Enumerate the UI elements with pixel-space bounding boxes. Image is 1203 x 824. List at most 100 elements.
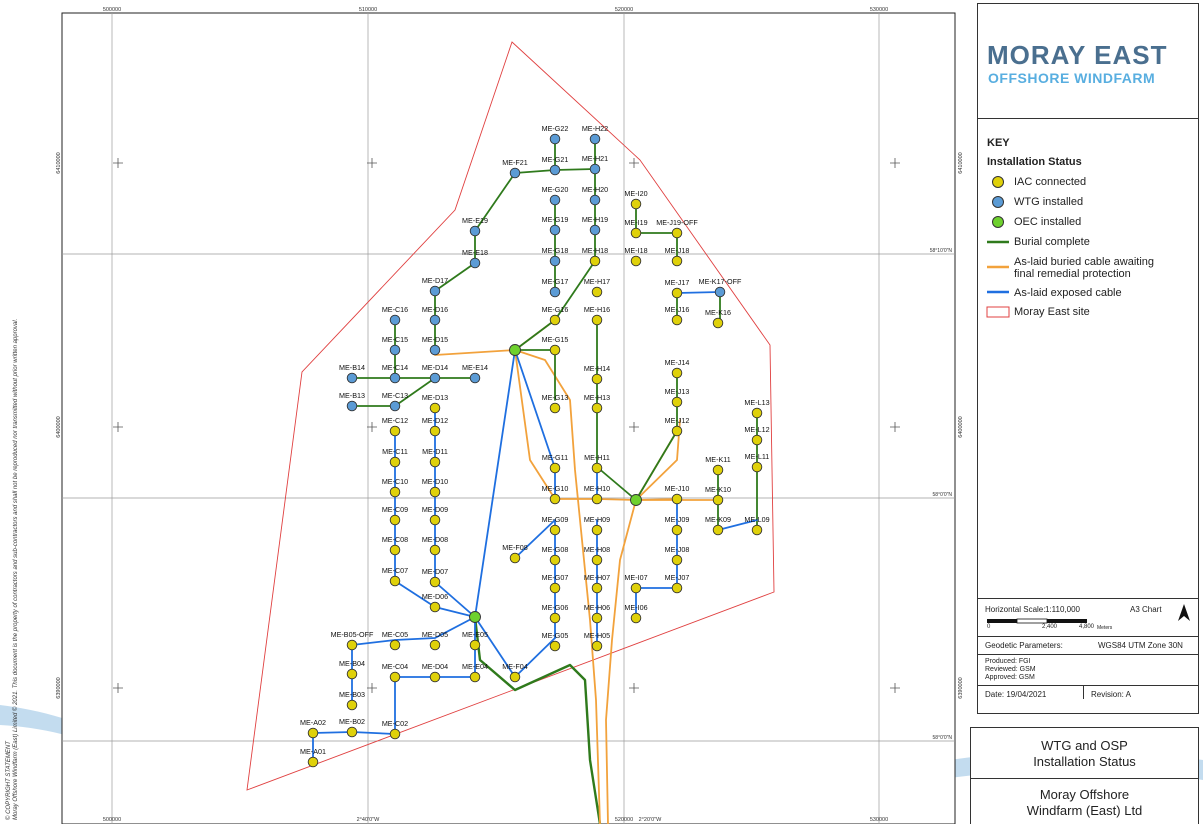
revision-value: Revision: A [1091, 690, 1132, 699]
left-northing-label-2: 6390000 [56, 677, 62, 698]
turbine-ME-J14 [671, 367, 683, 379]
legend-oec-label: OEC installed [1014, 216, 1082, 228]
turbine-label-ME-J12: ME-J12 [665, 416, 690, 425]
turbine-label-ME-H21: ME-H21 [582, 154, 608, 163]
turbine-ME-L09 [751, 524, 763, 536]
turbine-ME-J08 [671, 554, 683, 566]
turbine-label-ME-H18: ME-H18 [582, 246, 608, 255]
produced-by: Produced: FGI [985, 658, 1031, 665]
scale-units: Meters [1097, 625, 1113, 631]
turbine-label-ME-J14: ME-J14 [665, 358, 690, 367]
turbine-label-ME-B02: ME-B02 [339, 717, 365, 726]
turbine-label-ME-I07: ME-I07 [624, 573, 647, 582]
turbine-ME-F08 [509, 552, 521, 564]
turbine-ME-G22 [549, 133, 561, 145]
cable-exposed-7 [474, 616, 516, 678]
copyright-statement: © COPYRIGHT STATEMENT Moray Offshore Win… [6, 200, 46, 820]
scale-tick-0: 0 [987, 624, 991, 630]
left-northing-label-0: 6410000 [56, 152, 62, 173]
key-title: KEY [987, 137, 1010, 149]
turbine-label-ME-D17: ME-D17 [422, 276, 448, 285]
turbine-ME-G09 [549, 524, 561, 536]
top-easting-label-3: 530000 [870, 7, 888, 13]
turbine-label-ME-E05: ME-E05 [462, 630, 488, 639]
grid-cross-7 [629, 683, 639, 693]
copyright-heading: © COPYRIGHT STATEMENT [6, 741, 12, 820]
turbine-label-ME-C14: ME-C14 [382, 363, 408, 372]
turbine-ME-C14 [389, 372, 401, 384]
turbine-ME-C12 [389, 425, 401, 437]
map-frame [61, 12, 956, 824]
turbine-ME-I20 [630, 198, 642, 210]
cable-awaiting-4 [605, 499, 637, 824]
scale-label: Horizontal Scale: [985, 605, 1046, 614]
turbine-label-ME-D07: ME-D07 [422, 567, 448, 576]
cable-burial-16 [635, 203, 678, 262]
reviewed-by: Reviewed: GSM [985, 666, 1036, 673]
cable-burial-3 [434, 262, 476, 292]
turbine-ME-G13 [549, 402, 561, 414]
geodetic-label: Geodetic Parameters: [985, 641, 1063, 650]
legend-exposed-label: As-laid exposed cable [1014, 287, 1122, 299]
grid-cross-4 [629, 422, 639, 432]
turbine-label-ME-D09: ME-D09 [422, 505, 448, 514]
turbine-ME-J10 [671, 493, 683, 505]
turbine-ME-D17 [429, 285, 441, 297]
right-label-5: 58°0'0"N [933, 735, 953, 741]
turbine-ME-J18 [671, 255, 683, 267]
turbine-label-ME-K10: ME-K10 [705, 485, 731, 494]
turbine-label-ME-C02: ME-C02 [382, 719, 408, 728]
turbine-OSP-W [469, 611, 481, 623]
turbine-ME-G05 [549, 640, 561, 652]
turbine-label-ME-H10: ME-H10 [584, 484, 610, 493]
turbine-layer [307, 133, 763, 768]
logo-top: MORAY EAST [987, 40, 1168, 70]
turbine-label-ME-J17: ME-J17 [665, 278, 690, 287]
turbine-ME-C08 [389, 544, 401, 556]
turbine-label-ME-D05: ME-D05 [422, 630, 448, 639]
turbine-ME-H10 [591, 493, 603, 505]
turbine-label-ME-C15: ME-C15 [382, 335, 408, 344]
turbine-ME-H16 [591, 314, 603, 326]
coordinate-tick-layer: 500000 510000 520000 530000 500000 2°40'0"W 52… [56, 7, 964, 823]
turbine-ME-H07 [591, 582, 603, 594]
grid-cross-3 [367, 422, 377, 432]
turbine-ME-H11 [591, 462, 603, 474]
turbine-label-ME-E04: ME-E04 [462, 662, 488, 671]
title-line-1: WTG and OSP [1041, 738, 1128, 753]
legend-symbols [986, 176, 1010, 318]
turbine-label-ME-H17: ME-H17 [584, 277, 610, 286]
turbine-label-ME-D12: ME-D12 [422, 416, 448, 425]
turbine-ME-D06 [429, 601, 441, 613]
cable-burial-1 [474, 172, 516, 232]
bottom-label-0: 500000 [103, 817, 121, 823]
legend-burial-label: Burial complete [1014, 236, 1090, 248]
top-easting-label-2: 520000 [615, 7, 633, 13]
cable-exposed-0 [474, 349, 516, 618]
turbine-label-ME-G10: ME-G10 [542, 484, 569, 493]
turbine-ME-A01 [307, 756, 319, 768]
turbine-ME-C09 [389, 514, 401, 526]
green-dot-icon [992, 216, 1004, 228]
scale-tick-1: 2,400 [1042, 624, 1058, 630]
turbine-label-ME-H22: ME-H22 [582, 124, 608, 133]
bottom-label-lon: 2°20'0"W [639, 817, 662, 823]
turbine-label-ME-G07: ME-G07 [542, 573, 569, 582]
turbine-label-ME-C04: ME-C04 [382, 662, 408, 671]
turbine-ME-E18 [469, 257, 481, 269]
turbine-label-ME-G18: ME-G18 [542, 246, 569, 255]
turbine-label-ME-B03: ME-B03 [339, 690, 365, 699]
turbine-label-ME-D15: ME-D15 [422, 335, 448, 344]
turbine-ME-J12 [671, 425, 683, 437]
turbine-label-ME-H07: ME-H07 [584, 573, 610, 582]
right-label-4: 6390000 [958, 677, 964, 698]
turbine-ME-H20 [589, 194, 601, 206]
turbine-label-ME-J13: ME-J13 [665, 387, 690, 396]
grid-cross-5 [890, 422, 900, 432]
turbine-ME-D14 [429, 372, 441, 384]
turbine-ME-G20 [549, 194, 561, 206]
turbine-label-ME-E14: ME-E14 [462, 363, 488, 372]
turbine-label-ME-E19: ME-E19 [462, 216, 488, 225]
scale-bar [987, 618, 1087, 624]
